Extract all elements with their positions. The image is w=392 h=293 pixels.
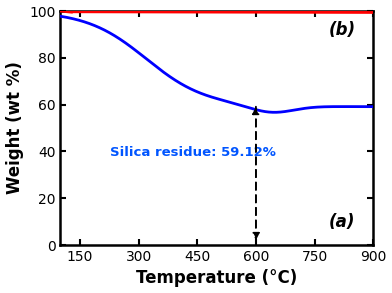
Text: Silica residue: 59.12%: Silica residue: 59.12% [111, 146, 276, 159]
Text: (b): (b) [328, 21, 356, 39]
Text: (a): (a) [329, 213, 355, 231]
X-axis label: Temperature (°C): Temperature (°C) [136, 270, 298, 287]
Y-axis label: Weight (wt %): Weight (wt %) [5, 62, 24, 195]
